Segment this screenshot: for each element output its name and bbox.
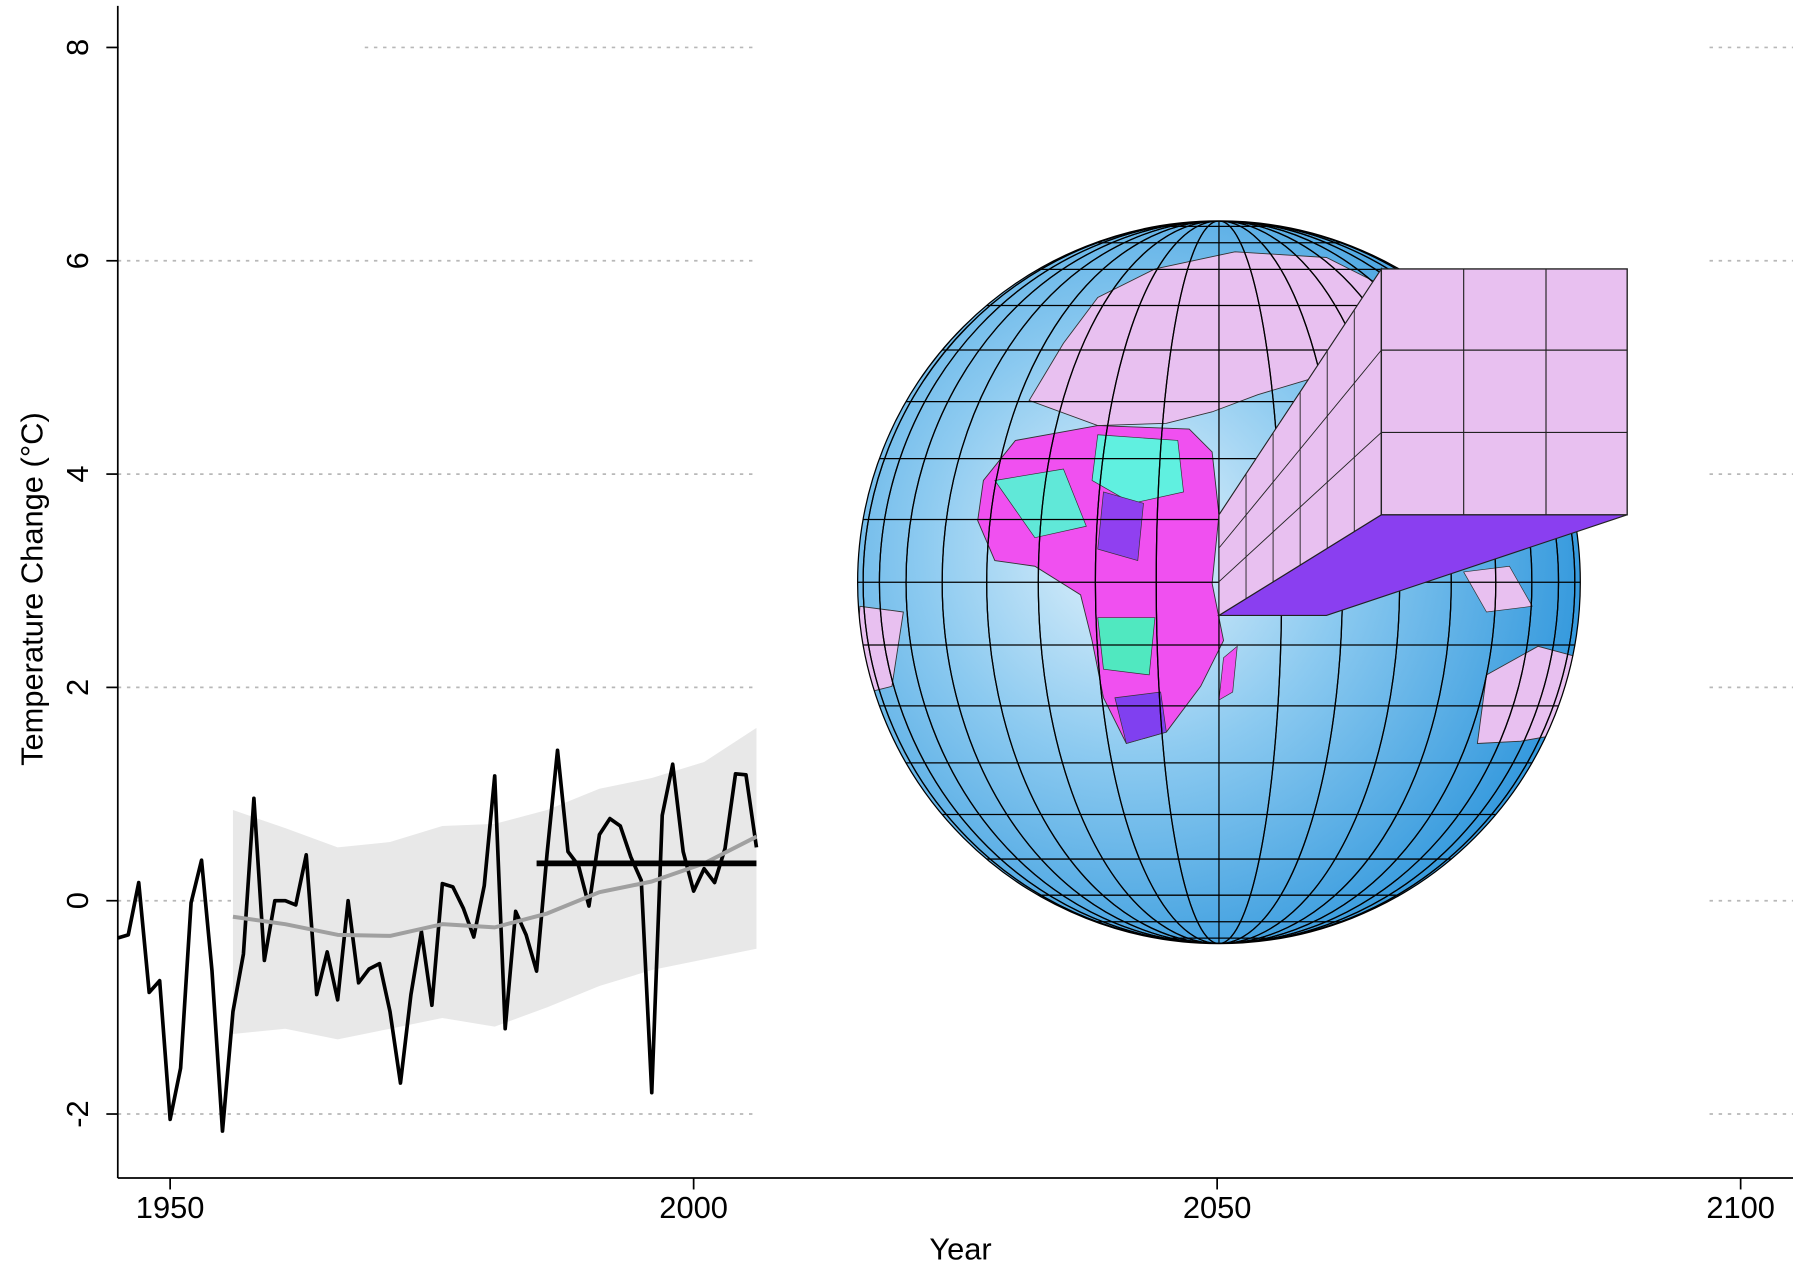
y-tick-label: 8 — [60, 39, 95, 56]
page: {"chart_data": {"type": "line", "x_label… — [0, 0, 1793, 1272]
y-axis-label: Temperature Change (°C) — [14, 412, 49, 766]
y-tick-label: 4 — [60, 465, 95, 482]
plot-marks — [118, 728, 757, 1131]
box-front — [1381, 269, 1627, 515]
y-tick-label: -2 — [60, 1100, 95, 1127]
x-tick-label: 2000 — [659, 1190, 728, 1225]
x-tick-label: 1950 — [136, 1190, 205, 1225]
x-axis-label: Year — [929, 1231, 991, 1266]
region — [1098, 492, 1144, 561]
x-tick-label: 2100 — [1706, 1190, 1775, 1225]
y-tick-label: 6 — [60, 252, 95, 269]
region — [1098, 618, 1155, 675]
x-tick-label: 2050 — [1183, 1190, 1252, 1225]
backdrop — [119, 0, 361, 69]
y-tick-label: 2 — [60, 679, 95, 696]
y-tick-label: 0 — [60, 892, 95, 909]
chart: Year Temperature Change (°C) -2 0 2 4 6 8 1950… — [0, 0, 1793, 1272]
